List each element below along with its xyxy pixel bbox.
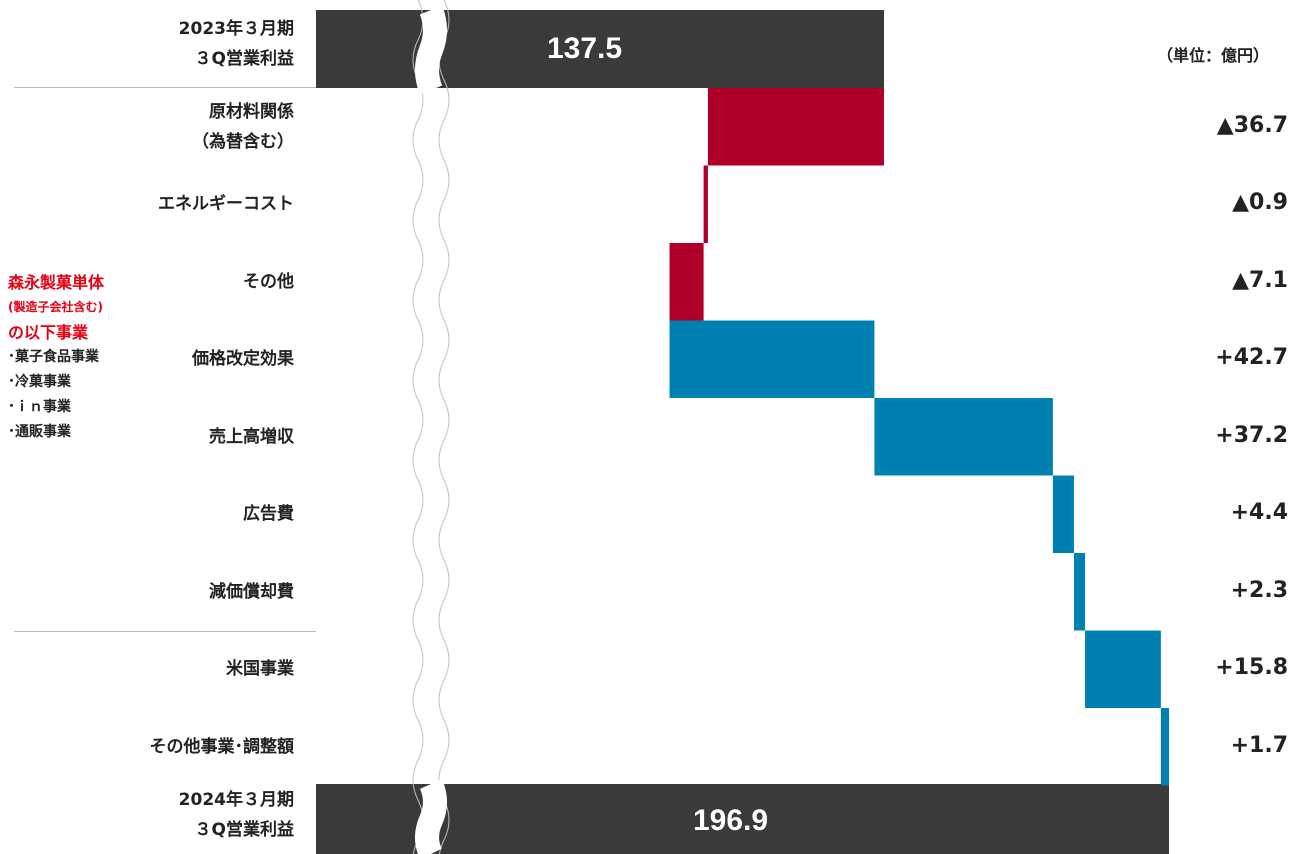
group-divider-top — [14, 87, 316, 88]
axis-break-gap — [427, 10, 435, 854]
value-label-8: +15.8 — [1128, 655, 1288, 680]
side-note: 森永製菓単体 (製造子会社含む) の以下事業 ･菓子食品事業 ･冷菓事業 ･ｉｎ… — [8, 270, 104, 445]
category-label-9: その他事業･調整額 — [14, 732, 294, 762]
delta-bar-2 — [704, 166, 708, 244]
category-label-1: 原材料関係 （為替含む） — [14, 97, 294, 157]
value-label-6: +4.4 — [1128, 500, 1288, 525]
side-note-title-2: (製造子会社含む) — [8, 295, 104, 320]
axis-break-line-right — [439, 0, 449, 854]
value-label-2: ▲0.9 — [1128, 190, 1288, 215]
side-note-item-1: ･菓子食品事業 — [8, 345, 104, 370]
value-label-1: ▲36.7 — [1128, 113, 1288, 138]
delta-bar-1 — [708, 88, 884, 166]
delta-bar-4 — [670, 321, 875, 399]
side-note-item-2: ･冷菓事業 — [8, 370, 104, 395]
unit-label: （単位：億円） — [1157, 42, 1269, 66]
side-note-item-3: ･ｉｎ事業 — [8, 395, 104, 420]
start-category-label: 2023年３月期 ３Q営業利益 — [14, 14, 294, 74]
group-divider-bottom — [14, 631, 316, 632]
delta-bar-5 — [874, 398, 1052, 476]
category-label-2: エネルギーコスト — [14, 189, 294, 219]
side-note-title-1: 森永製菓単体 — [8, 270, 104, 295]
value-label-3: ▲7.1 — [1128, 268, 1288, 293]
delta-bar-3 — [670, 243, 704, 321]
value-label-7: +2.3 — [1128, 578, 1288, 603]
axis-break-line-left — [413, 0, 423, 854]
value-label-9: +1.7 — [1128, 733, 1288, 758]
delta-bar-6 — [1053, 476, 1074, 554]
end-value-label: 196.9 — [693, 804, 768, 838]
value-label-5: +37.2 — [1128, 423, 1288, 448]
category-label-8: 米国事業 — [14, 654, 294, 684]
value-label-4: +42.7 — [1128, 345, 1288, 370]
start-value-label: 137.5 — [547, 32, 622, 66]
side-note-item-4: ･通販事業 — [8, 420, 104, 445]
end-category-label: 2024年３月期 ３Q営業利益 — [14, 785, 294, 845]
category-label-6: 広告費 — [14, 499, 294, 529]
side-note-title-3: の以下事業 — [8, 320, 104, 345]
delta-bar-7 — [1074, 553, 1085, 631]
category-label-7: 減価償却費 — [14, 577, 294, 607]
